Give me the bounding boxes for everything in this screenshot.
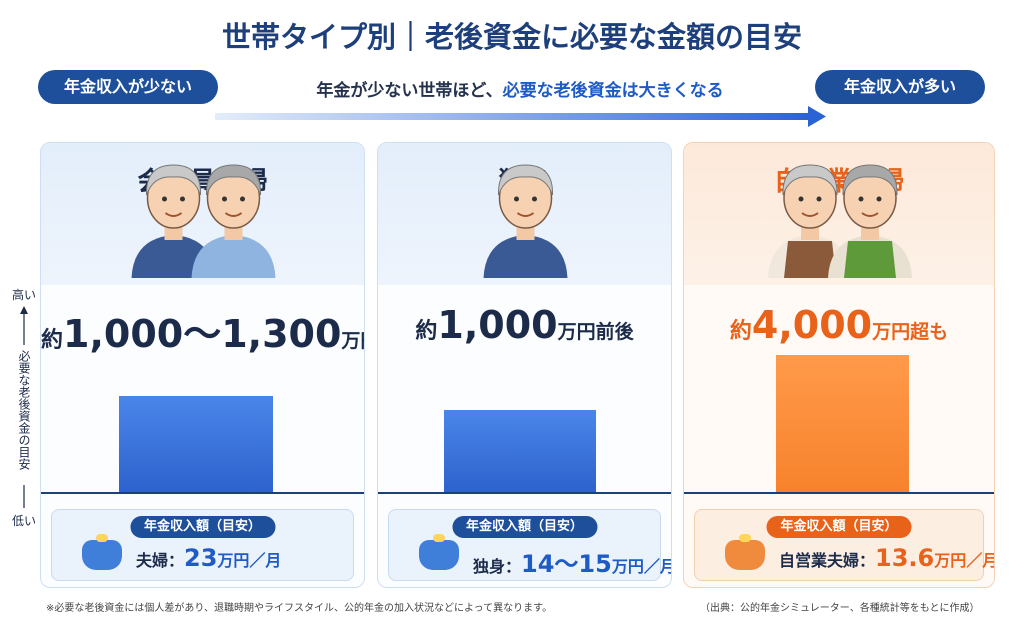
amount: 約1,000〜1,300万円 [41, 303, 364, 358]
income-who: 自営業夫婦： [779, 551, 876, 570]
source: （出典：公的年金シミュレーター、各種統計等をもとに作成） [700, 603, 980, 614]
card: 自営業夫婦 約4,000万円超も 年金収入額（目安） 自営業夫婦：13.6万円／月 [683, 142, 995, 588]
income-box: 年金収入額（目安） 独身：14〜15万円／月 [388, 509, 671, 581]
axis-top: 高い [12, 288, 37, 302]
baseline [684, 492, 994, 494]
amount-prefix: 約 [729, 319, 752, 344]
bar [444, 410, 596, 493]
amount-value: 1,000〜1,300 [63, 312, 342, 356]
person [768, 164, 852, 278]
amount-unit: 万円超も [872, 321, 949, 343]
illustration [768, 164, 912, 278]
wallet-icon [82, 534, 122, 570]
banner-message: 年金が少ない世帯ほど、必要な老後資金は大きくなる [230, 76, 810, 101]
income-label: 年金収入額（目安） [766, 516, 912, 538]
person [483, 164, 568, 278]
person [131, 164, 216, 278]
amount-prefix: 約 [41, 328, 64, 353]
footnote: ※必要な老後資金には個人差があり、退職時期やライフスタイル、公的年金の加入状況な… [46, 603, 553, 614]
bar [776, 355, 909, 493]
income-text: 夫婦：23万円／月 [136, 544, 281, 572]
amount-value: 4,000 [751, 303, 873, 347]
income-who: 夫婦： [136, 551, 185, 570]
income-unit: 万円／月 [611, 557, 672, 576]
wallet-icon [419, 534, 459, 570]
income-value: 23 [184, 544, 218, 572]
amount: 約1,000万円前後 [378, 303, 671, 347]
income-box: 年金収入額（目安） 自営業夫婦：13.6万円／月 [694, 509, 994, 581]
person [828, 164, 912, 278]
axis-bottom: 低い [12, 514, 37, 528]
wallet-clasp [739, 534, 751, 542]
income-unit: 万円／月 [934, 551, 995, 570]
income-value: 14〜15 [521, 550, 612, 578]
message-highlight: 必要な老後資金は大きくなる [502, 81, 724, 101]
person [191, 164, 276, 278]
baseline [41, 492, 364, 494]
wallet-icon [725, 534, 765, 570]
income-text: 自営業夫婦：13.6万円／月 [779, 544, 995, 572]
message: 年金が少ない世帯ほど、 [316, 81, 503, 101]
income-label: 年金収入額（目安） [451, 516, 598, 538]
income-unit: 万円／月 [217, 551, 282, 570]
amount-unit: 万円 [341, 330, 364, 352]
amount-unit: 万円前後 [557, 321, 634, 343]
baseline [378, 492, 671, 494]
amount-value: 1,000 [437, 303, 558, 347]
title: 世帯タイプ別｜老後資金に必要な金額の目安 [221, 20, 802, 54]
axis-label: 必要な老後資金の目安 [17, 350, 31, 470]
low-badge: 年金収入が少ない [38, 70, 218, 104]
income-value: 13.6 [875, 544, 935, 572]
illustration [483, 164, 568, 278]
amount-prefix: 約 [415, 319, 438, 344]
income-text: 独身：14〜15万円／月 [473, 544, 672, 579]
high-badge: 年金収入が多い [815, 70, 985, 104]
bar [119, 396, 273, 493]
wallet-clasp [96, 534, 108, 542]
income-who: 独身： [473, 557, 522, 576]
income-box: 年金収入額（目安） 夫婦：23万円／月 [51, 509, 354, 581]
wallet-clasp [433, 534, 445, 542]
illustration [131, 164, 276, 278]
amount: 約4,000万円超も [684, 303, 994, 347]
income-label: 年金収入額（目安） [129, 516, 276, 538]
